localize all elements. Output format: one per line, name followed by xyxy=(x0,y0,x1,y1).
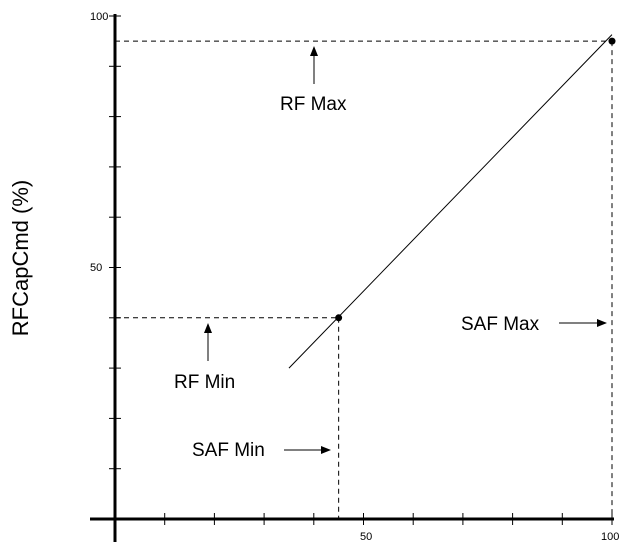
y-tick-label-100: 100 xyxy=(90,11,108,23)
data-point-saf-max xyxy=(608,37,616,45)
y-axis-label: RFCapCmd (%) xyxy=(8,180,33,336)
y-tick-label-50: 50 xyxy=(90,262,102,274)
rf-min-label: RF Min xyxy=(174,372,235,393)
x-axis-ticks xyxy=(164,513,613,525)
data-point-saf-min xyxy=(335,314,343,322)
x-tick-label-100: 100 xyxy=(601,531,619,543)
series-line xyxy=(288,34,613,369)
saf-max-label: SAF Max xyxy=(461,314,540,335)
saf-min-label: SAF Min xyxy=(192,440,265,461)
rf-max-label: RF Max xyxy=(280,94,347,115)
x-tick-label-50: 50 xyxy=(360,531,372,543)
